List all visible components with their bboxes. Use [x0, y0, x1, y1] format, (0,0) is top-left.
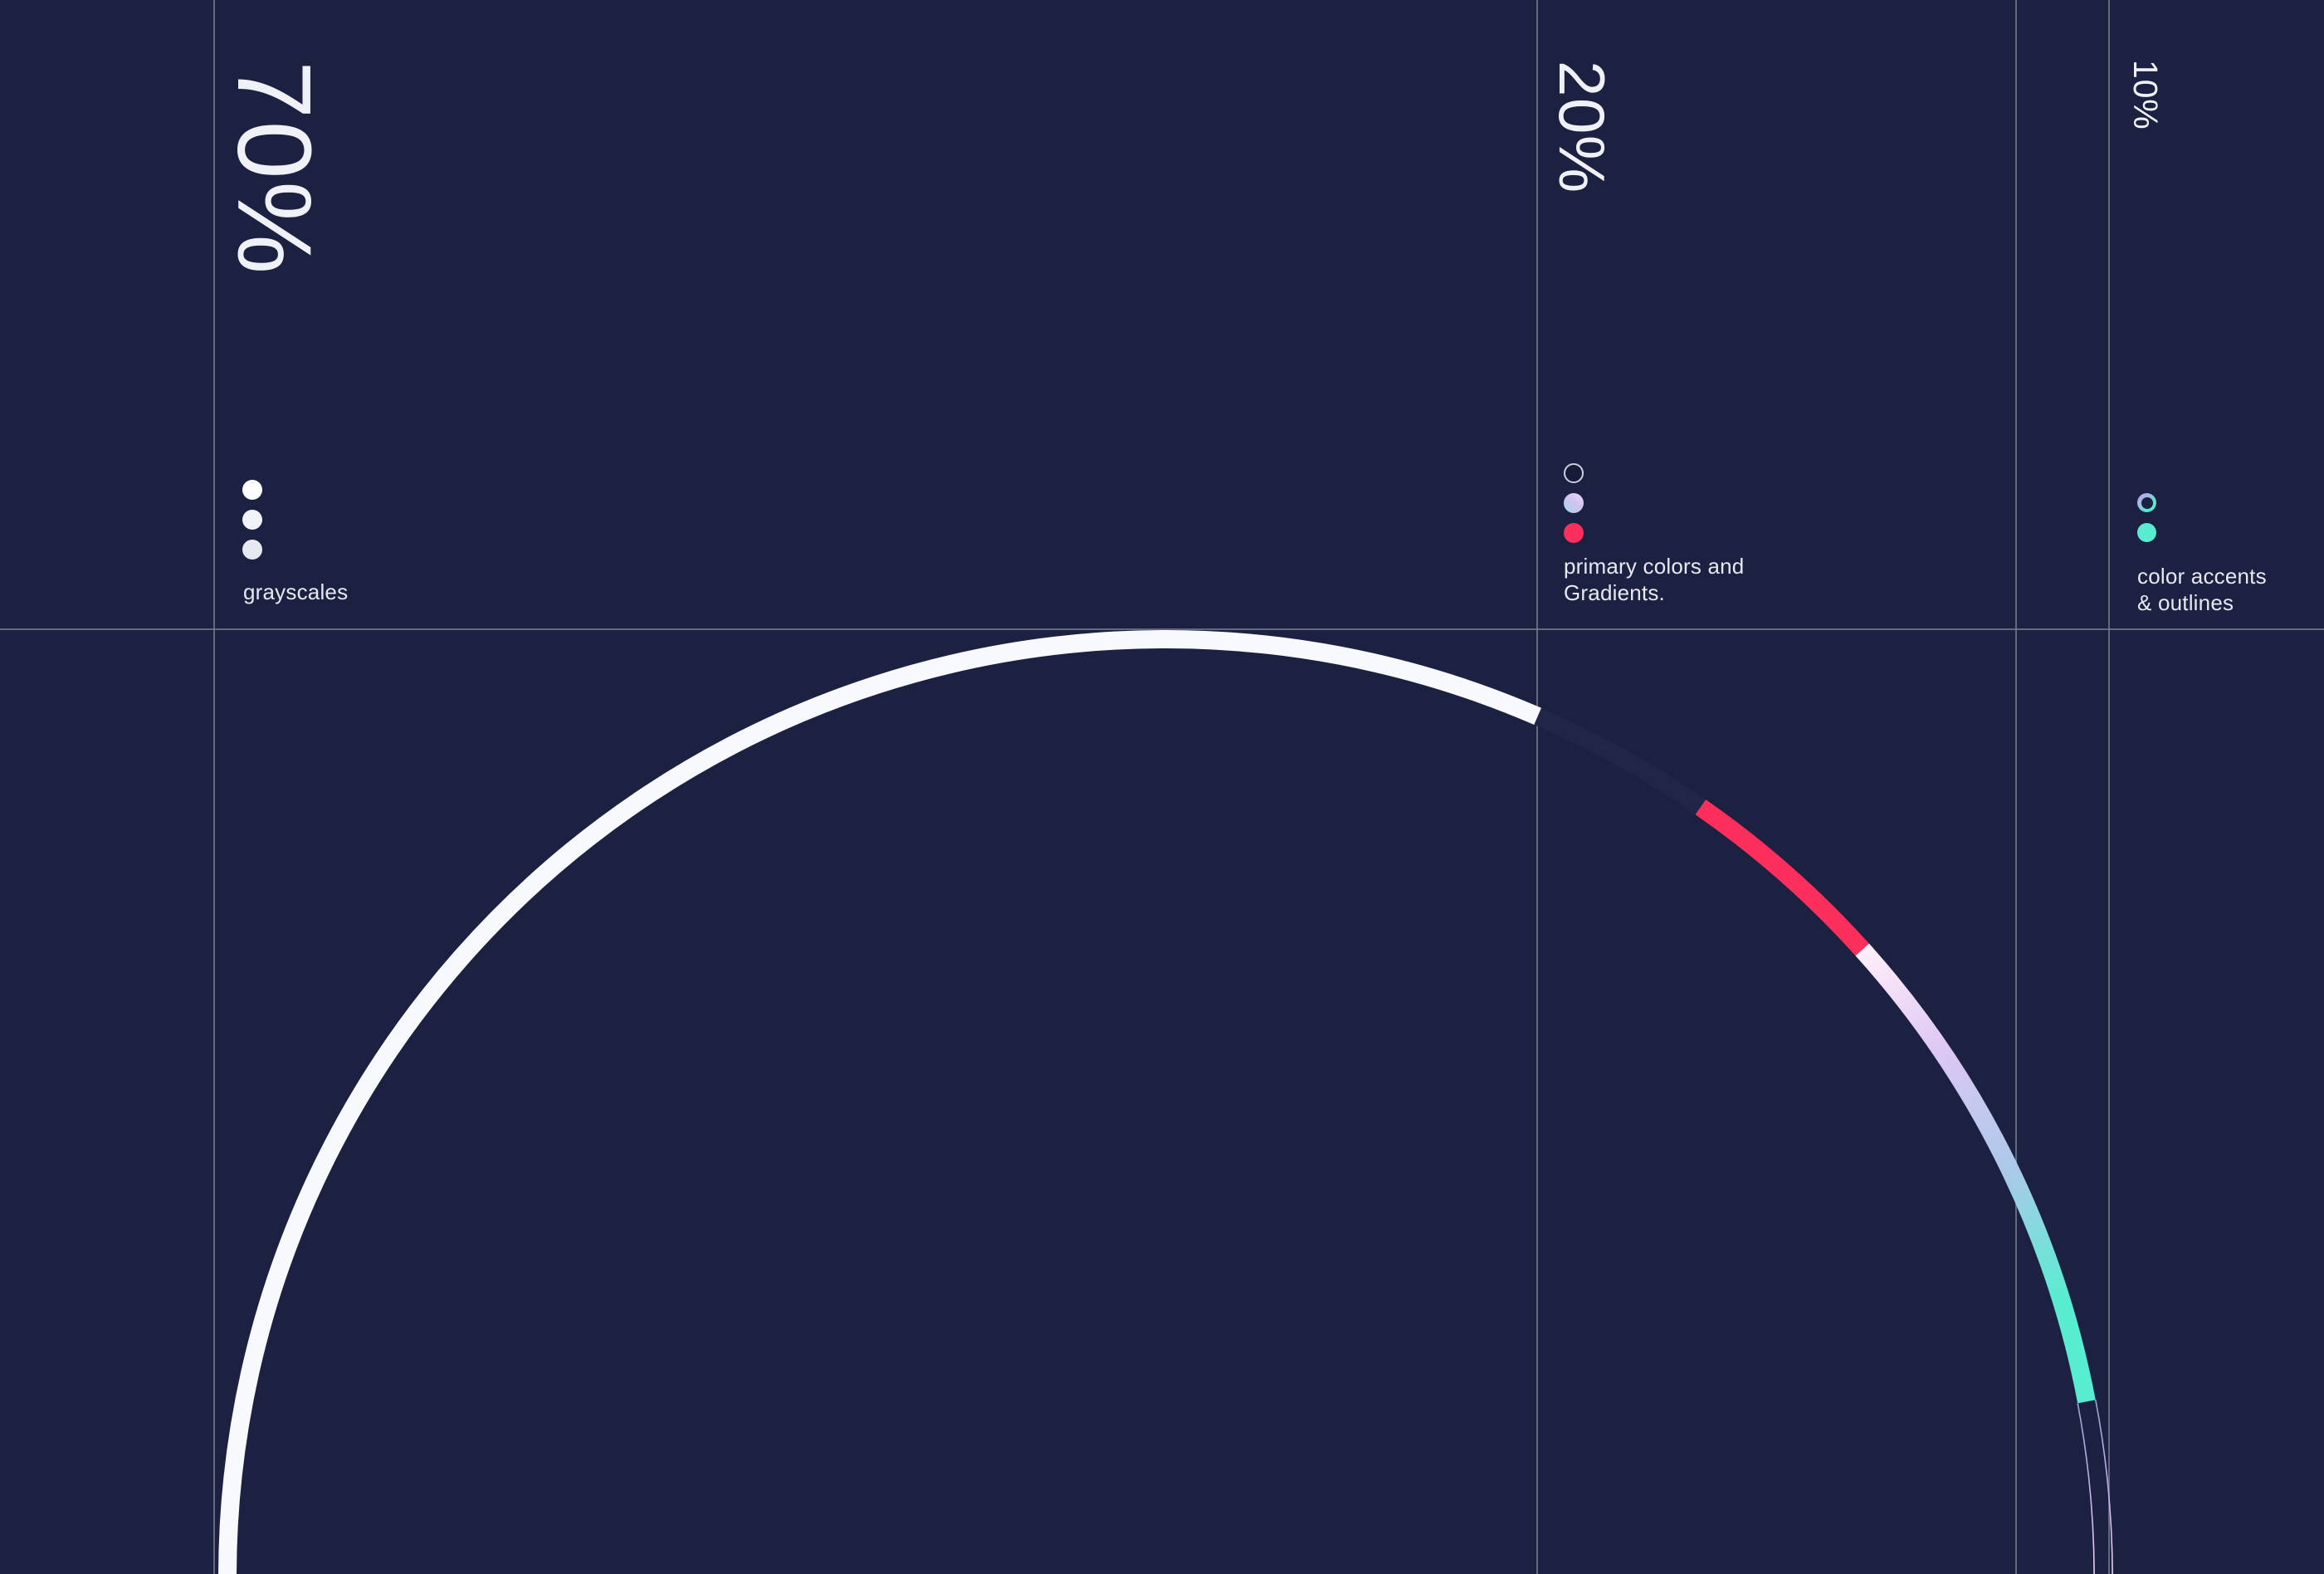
swatch-navy-outline-dot [1564, 463, 1584, 483]
grayscales-label-line: grayscales [243, 579, 349, 604]
swatch-pink-dot [1564, 523, 1584, 543]
accent-swatches [2137, 493, 2156, 542]
swatch-teal-dot [2137, 523, 2156, 542]
color-accents-label-line2: & outlines [2137, 590, 2234, 615]
primary-colors-label: primary colors and Gradients. [1564, 553, 1744, 606]
divider-vertical-3 [2015, 0, 2017, 1574]
divider-horizontal [0, 628, 2324, 630]
percent-10: 10% [2126, 60, 2165, 130]
swatch-gradient-ring-dot [2137, 493, 2156, 512]
color-accents-label-line1: color accents [2137, 564, 2267, 589]
primary-colors-label-line2: Gradients. [1564, 580, 1665, 605]
ring-segment-outline-outer [2095, 1400, 2113, 1574]
swatch-gray-dot [242, 540, 262, 560]
ring-segment-outline-inner [2077, 1403, 2095, 1574]
divider-vertical-2 [1536, 0, 1538, 1574]
ring-segment-white [218, 630, 1542, 1574]
swatch-lightgray-dot [242, 510, 262, 530]
swatch-white-dot [242, 480, 262, 500]
primary-colors-label-line1: primary colors and [1564, 554, 1745, 579]
color-accents-label: color accents & outlines [2137, 563, 2267, 616]
ring-segment-pink [1695, 799, 1869, 956]
grayscales-label: grayscales [243, 579, 348, 605]
swatch-gradient-dot [1564, 493, 1584, 513]
percent-70: 70% [216, 61, 333, 276]
primary-color-swatches [1564, 463, 1584, 543]
divider-vertical-1 [213, 0, 215, 1574]
percent-20: 20% [1545, 61, 1618, 194]
ring-segment-gradient [1855, 943, 2096, 1404]
divider-vertical-4 [2108, 0, 2110, 1574]
ring-segment-dark-navy [1534, 707, 1706, 815]
grayscale-swatches [242, 480, 262, 560]
